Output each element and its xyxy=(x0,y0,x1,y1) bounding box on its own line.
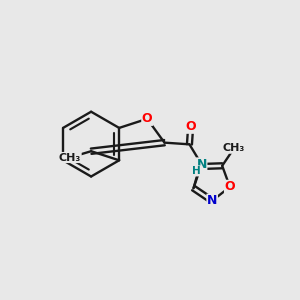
Text: H: H xyxy=(192,166,201,176)
Text: O: O xyxy=(142,112,152,125)
Text: N: N xyxy=(207,194,217,207)
Text: O: O xyxy=(185,120,196,133)
Text: O: O xyxy=(225,180,235,194)
Text: N: N xyxy=(196,158,207,171)
Text: CH₃: CH₃ xyxy=(59,152,81,163)
Text: CH₃: CH₃ xyxy=(223,143,245,153)
